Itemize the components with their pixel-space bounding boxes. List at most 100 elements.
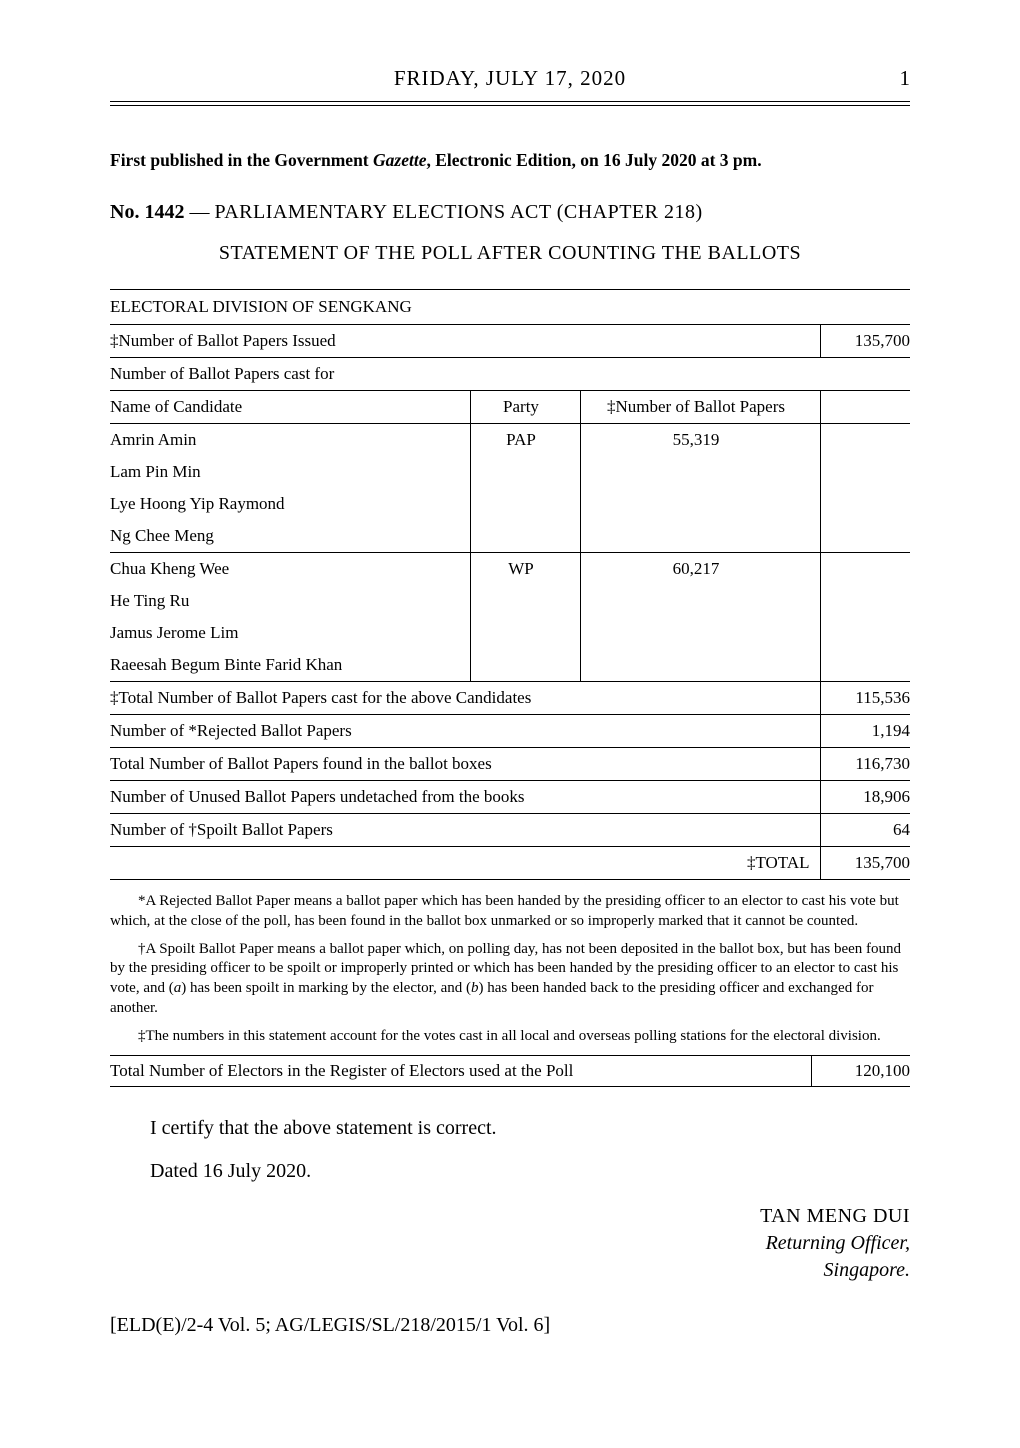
reference-line: [ELD(E)/2-4 Vol. 5; AG/LEGIS/SL/218/2015…	[110, 1314, 910, 1337]
first-published-prefix: First published in the Government	[110, 150, 373, 170]
dated-text: Dated 16 July 2020.	[110, 1160, 910, 1183]
summary-label: Number of *Rejected Ballot Papers	[110, 715, 820, 748]
issued-label: ‡Number of Ballot Papers Issued	[110, 325, 820, 358]
cell-blank	[820, 488, 910, 520]
group-party: PAP	[470, 424, 580, 457]
group-row: Ng Chee Meng	[110, 520, 910, 553]
group-party: WP	[470, 553, 580, 586]
signature-block: TAN MENG DUI Returning Officer, Singapor…	[110, 1203, 910, 1284]
header-npapers: ‡Number of Ballot Papers	[580, 391, 820, 424]
footnote-rejected: *A Rejected Ballot Paper means a ballot …	[110, 892, 910, 932]
cell-blank	[470, 520, 580, 553]
candidate-name: Raeesah Begum Binte Farid Khan	[110, 649, 470, 682]
group-blank	[820, 553, 910, 586]
cell-blank	[470, 488, 580, 520]
cell-blank	[580, 585, 820, 617]
statement-title: STATEMENT OF THE POLL AFTER COUNTING THE…	[110, 242, 910, 265]
candidates-header-row: Name of Candidate Party ‡Number of Ballo…	[110, 391, 910, 424]
summary-value: 64	[820, 814, 910, 847]
electors-row: Total Number of Electors in the Register…	[110, 1055, 910, 1086]
cell-blank	[470, 649, 580, 682]
signatory-name: TAN MENG DUI	[110, 1203, 910, 1230]
group-row: Lam Pin Min	[110, 456, 910, 488]
summary-label: Number of Unused Ballot Papers undetache…	[110, 781, 820, 814]
running-head-date: FRIDAY, JULY 17, 2020	[140, 66, 880, 91]
electors-label: Total Number of Electors in the Register…	[110, 1055, 812, 1086]
electors-table: Total Number of Electors in the Register…	[110, 1055, 910, 1087]
cell-blank	[820, 585, 910, 617]
notice-number: No. 1442	[110, 201, 184, 223]
summary-value: 18,906	[820, 781, 910, 814]
header-name: Name of Candidate	[110, 391, 470, 424]
summary-value: 115,536	[820, 682, 910, 715]
cell-blank	[470, 456, 580, 488]
group-row: Amrin Amin PAP 55,319	[110, 424, 910, 457]
cell-blank	[820, 617, 910, 649]
group-row: Raeesah Begum Binte Farid Khan	[110, 649, 910, 682]
group-row: Lye Hoong Yip Raymond	[110, 488, 910, 520]
candidate-name: Lye Hoong Yip Raymond	[110, 488, 470, 520]
castfor-label: Number of Ballot Papers cast for	[110, 358, 910, 391]
candidate-name: Ng Chee Meng	[110, 520, 470, 553]
issued-row: ‡Number of Ballot Papers Issued 135,700	[110, 325, 910, 358]
cell-blank	[580, 456, 820, 488]
group-blank	[820, 424, 910, 457]
issued-value: 135,700	[820, 325, 910, 358]
division-heading: ELECTORAL DIVISION OF SENGKANG	[110, 290, 910, 325]
candidate-name: Jamus Jerome Lim	[110, 617, 470, 649]
header-blank	[820, 391, 910, 424]
candidate-name: Amrin Amin	[110, 424, 470, 457]
total-row: ‡TOTAL 135,700	[110, 847, 910, 880]
header-party: Party	[470, 391, 580, 424]
summary-value: 116,730	[820, 748, 910, 781]
cell-blank	[580, 649, 820, 682]
candidate-name: Chua Kheng Wee	[110, 553, 470, 586]
group-row: Jamus Jerome Lim	[110, 617, 910, 649]
total-label: ‡TOTAL	[110, 847, 820, 880]
group-votes: 55,319	[580, 424, 820, 457]
footnote-spoilt: †A Spoilt Ballot Paper means a ballot pa…	[110, 940, 910, 1019]
signatory-place: Singapore.	[110, 1257, 910, 1284]
footnote-spoilt-b: ) has been spoilt in marking by the elec…	[181, 980, 471, 996]
division-heading-row: ELECTORAL DIVISION OF SENGKANG	[110, 290, 910, 325]
notice-act-title: PARLIAMENTARY ELECTIONS ACT (CHAPTER 218…	[214, 201, 702, 223]
summary-value: 1,194	[820, 715, 910, 748]
notice-dash: ––	[184, 201, 214, 223]
running-head-page-number: 1	[880, 66, 910, 91]
first-published: First published in the Government Gazett…	[110, 150, 910, 171]
group-votes: 60,217	[580, 553, 820, 586]
group-row: He Ting Ru	[110, 585, 910, 617]
running-head: FRIDAY, JULY 17, 2020 1	[110, 66, 910, 91]
cell-blank	[580, 617, 820, 649]
cell-blank	[820, 649, 910, 682]
candidate-name: Lam Pin Min	[110, 456, 470, 488]
certify-text: I certify that the above statement is co…	[110, 1117, 910, 1140]
page: FRIDAY, JULY 17, 2020 1 First published …	[0, 0, 1020, 1448]
cell-blank	[580, 488, 820, 520]
footnote-numbers: ‡The numbers in this statement account f…	[110, 1027, 910, 1047]
group-row: Chua Kheng Wee WP 60,217	[110, 553, 910, 586]
summary-label: Number of †Spoilt Ballot Papers	[110, 814, 820, 847]
first-published-gazette: Gazette	[373, 150, 426, 170]
summary-row: Total Number of Ballot Papers found in t…	[110, 748, 910, 781]
cell-blank	[820, 456, 910, 488]
cell-blank	[470, 585, 580, 617]
cell-blank	[470, 617, 580, 649]
footnotes: *A Rejected Ballot Paper means a ballot …	[110, 892, 910, 1047]
summary-row: Number of Unused Ballot Papers undetache…	[110, 781, 910, 814]
electors-value: 120,100	[812, 1055, 911, 1086]
signatory-role: Returning Officer,	[110, 1230, 910, 1257]
cell-blank	[820, 520, 910, 553]
poll-table: ELECTORAL DIVISION OF SENGKANG ‡Number o…	[110, 289, 910, 880]
notice-line: No. 1442 –– PARLIAMENTARY ELECTIONS ACT …	[110, 201, 910, 224]
cell-blank	[580, 520, 820, 553]
candidate-name: He Ting Ru	[110, 585, 470, 617]
castfor-row: Number of Ballot Papers cast for	[110, 358, 910, 391]
summary-row: Number of †Spoilt Ballot Papers 64	[110, 814, 910, 847]
summary-label: Total Number of Ballot Papers found in t…	[110, 748, 820, 781]
summary-label: ‡Total Number of Ballot Papers cast for …	[110, 682, 820, 715]
header-rule-2	[110, 105, 910, 106]
first-published-suffix: , Electronic Edition, on 16 July 2020 at…	[426, 150, 761, 170]
summary-row: ‡Total Number of Ballot Papers cast for …	[110, 682, 910, 715]
summary-row: Number of *Rejected Ballot Papers 1,194	[110, 715, 910, 748]
